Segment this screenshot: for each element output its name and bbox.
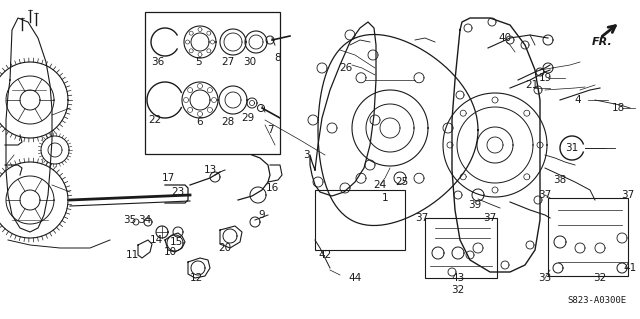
Text: 41: 41 xyxy=(623,263,637,273)
Text: 11: 11 xyxy=(125,250,139,260)
Text: 29: 29 xyxy=(241,113,255,123)
Text: 1: 1 xyxy=(381,193,388,203)
Text: 3: 3 xyxy=(303,150,309,160)
Text: 12: 12 xyxy=(189,273,203,283)
Text: 14: 14 xyxy=(149,235,163,245)
Text: S823-A0300E: S823-A0300E xyxy=(568,296,627,305)
Text: 10: 10 xyxy=(163,247,177,257)
Text: 16: 16 xyxy=(266,183,278,193)
Text: 22: 22 xyxy=(148,115,162,125)
Text: FR.: FR. xyxy=(592,37,612,47)
Text: 43: 43 xyxy=(451,273,465,283)
Text: 27: 27 xyxy=(221,57,235,67)
Text: 32: 32 xyxy=(593,273,607,283)
Text: 7: 7 xyxy=(267,125,273,135)
Text: 44: 44 xyxy=(348,273,362,283)
Text: 18: 18 xyxy=(611,103,625,113)
Text: 20: 20 xyxy=(218,243,232,253)
Bar xyxy=(315,190,405,250)
Text: 37: 37 xyxy=(621,190,635,200)
Text: 28: 28 xyxy=(221,117,235,127)
Text: 37: 37 xyxy=(483,213,497,223)
Text: 17: 17 xyxy=(161,173,175,183)
Text: 36: 36 xyxy=(152,57,164,67)
Text: 25: 25 xyxy=(396,177,408,187)
Text: 5: 5 xyxy=(195,57,202,67)
Text: 9: 9 xyxy=(259,210,266,220)
Text: 32: 32 xyxy=(451,285,465,295)
Bar xyxy=(548,198,628,276)
Text: 34: 34 xyxy=(138,215,152,225)
Text: 40: 40 xyxy=(499,33,511,43)
Text: 19: 19 xyxy=(538,73,552,83)
Text: 21: 21 xyxy=(525,80,539,90)
Text: 38: 38 xyxy=(554,175,566,185)
Bar xyxy=(425,218,497,278)
Bar xyxy=(145,12,280,154)
Text: 6: 6 xyxy=(196,117,204,127)
Text: 37: 37 xyxy=(415,213,429,223)
Text: 15: 15 xyxy=(170,237,182,247)
Text: 42: 42 xyxy=(318,250,332,260)
Text: 4: 4 xyxy=(575,95,581,105)
Text: 35: 35 xyxy=(124,215,136,225)
Text: 13: 13 xyxy=(204,165,216,175)
Text: 8: 8 xyxy=(275,53,282,63)
Text: 31: 31 xyxy=(565,143,579,153)
Text: 24: 24 xyxy=(373,180,387,190)
Text: 37: 37 xyxy=(538,190,552,200)
Text: 39: 39 xyxy=(468,200,482,210)
Text: 30: 30 xyxy=(243,57,257,67)
Text: 23: 23 xyxy=(172,187,184,197)
Text: 26: 26 xyxy=(339,63,353,73)
Text: 33: 33 xyxy=(538,273,552,283)
